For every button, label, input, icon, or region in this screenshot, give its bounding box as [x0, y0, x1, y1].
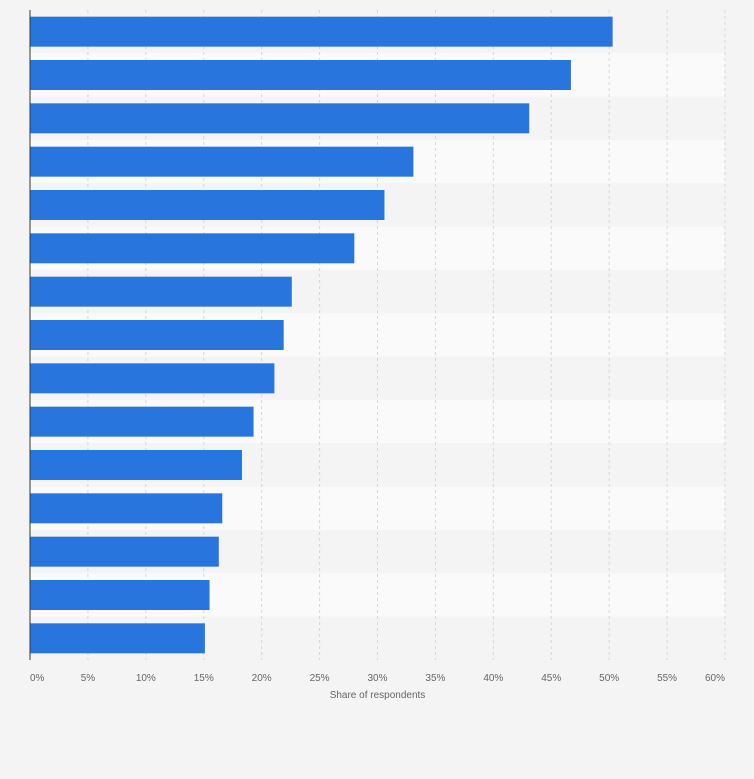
x-tick-label: 20% [252, 673, 272, 684]
bars [30, 16, 613, 654]
x-axis-title: Share of respondents [330, 690, 426, 701]
x-axis-ticks: 0% 5% 10% 15% 20% 25% 30% 35% 40% 45% 50% 55% 60% [30, 673, 725, 684]
x-tick-label: 35% [425, 673, 445, 684]
x-tick-label: 50% [599, 673, 619, 684]
bar [30, 363, 275, 394]
bar [30, 493, 223, 524]
x-tick-label: 30% [367, 673, 387, 684]
bar [30, 536, 219, 567]
x-tick-label: 55% [657, 673, 677, 684]
x-tick-label: 15% [194, 673, 214, 684]
x-tick-label: 60% [705, 673, 725, 684]
x-tick-label: 10% [136, 673, 156, 684]
x-tick-label: 45% [541, 673, 561, 684]
bar [30, 190, 385, 220]
bar [30, 406, 254, 437]
bar [30, 233, 355, 264]
bar [30, 320, 284, 350]
x-tick-label: 0% [30, 673, 45, 684]
x-tick-label: 40% [483, 673, 503, 684]
bar [30, 623, 205, 654]
bar [30, 580, 210, 610]
bar [30, 450, 242, 480]
bar [30, 146, 414, 177]
bar [30, 60, 571, 90]
bar [30, 103, 530, 134]
x-tick-label: 5% [81, 673, 96, 684]
bar [30, 16, 613, 47]
bar [30, 276, 292, 307]
x-tick-label: 25% [310, 673, 330, 684]
